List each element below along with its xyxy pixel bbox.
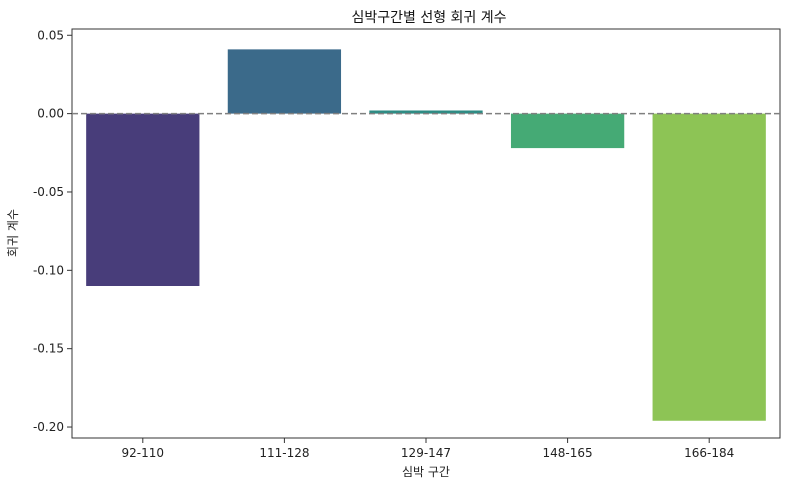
- x-axis-title: 심박 구간: [402, 465, 450, 479]
- x-tick-label: 129-147: [401, 446, 451, 460]
- bar-series: [86, 49, 766, 421]
- bar-111-128: [227, 49, 342, 114]
- y-tick-label: -0.05: [33, 185, 64, 199]
- y-axis: 0.05 0.00 -0.05 -0.10 -0.15 -0.20: [33, 28, 72, 434]
- x-axis: 92-110 111-128 129-147 148-165 166-184: [122, 438, 734, 460]
- bar-129-147: [369, 110, 483, 114]
- bar-166-184: [652, 113, 766, 421]
- y-tick-label: 0.00: [37, 107, 64, 121]
- x-tick-label: 148-165: [543, 446, 593, 460]
- x-tick-label: 92-110: [122, 446, 165, 460]
- y-tick-label: 0.05: [37, 28, 64, 42]
- y-tick-label: -0.15: [33, 342, 64, 356]
- bar-92-110: [86, 113, 200, 286]
- y-tick-label: -0.20: [33, 420, 64, 434]
- bar-148-165: [510, 113, 625, 149]
- chart-title: 심박구간별 선형 회귀 계수: [351, 10, 506, 26]
- y-axis-title: 회귀 계수: [6, 209, 20, 257]
- x-tick-label: 111-128: [259, 446, 309, 460]
- x-tick-label: 166-184: [684, 446, 734, 460]
- y-tick-label: -0.10: [33, 263, 64, 277]
